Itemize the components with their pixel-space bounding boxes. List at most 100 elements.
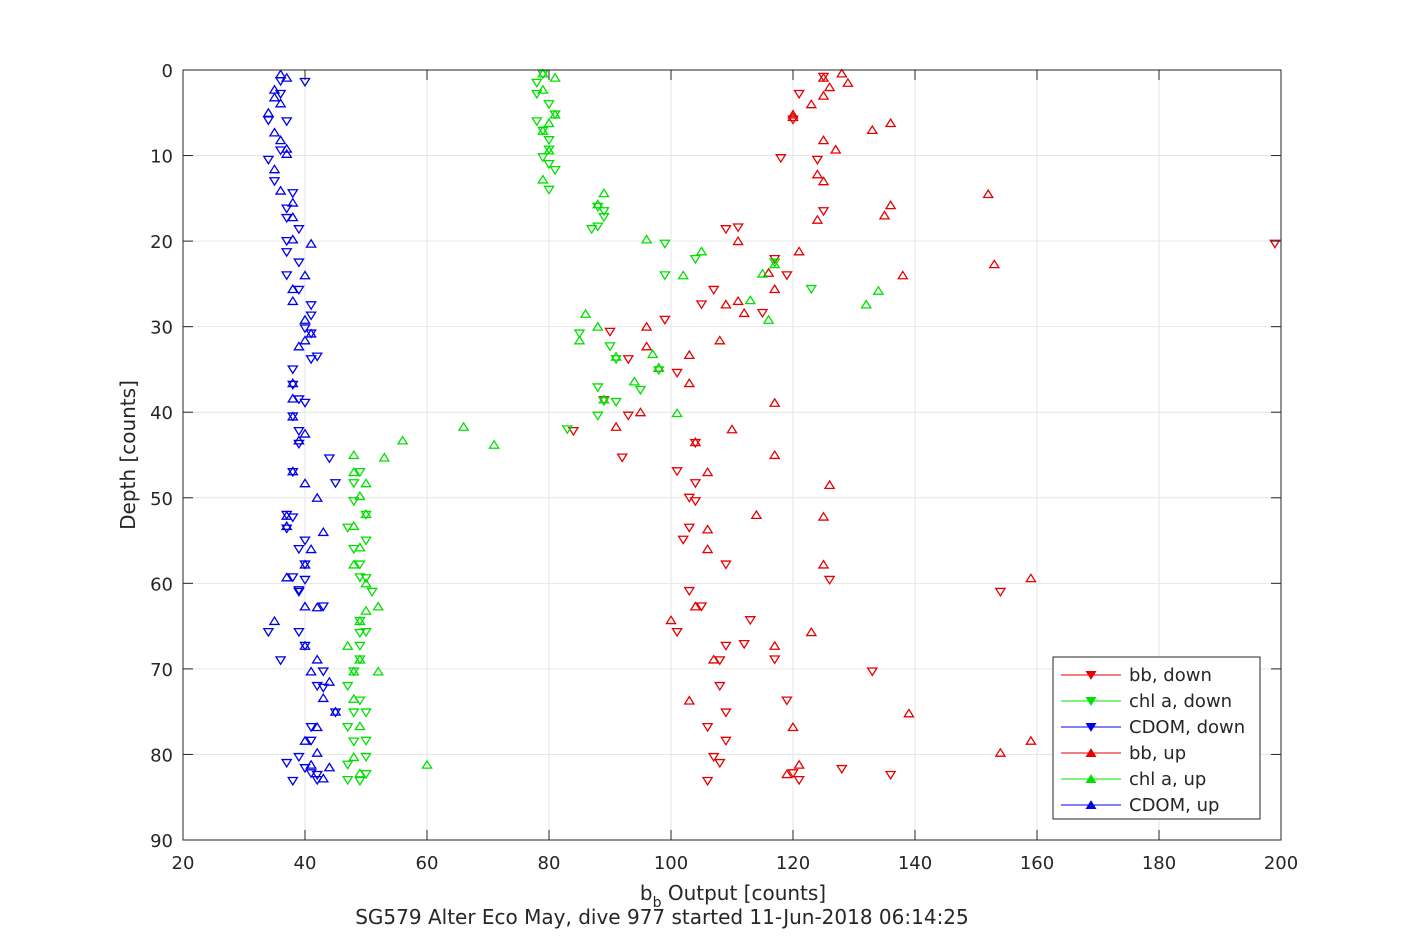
data-point xyxy=(262,628,275,638)
y-tick-label: 10 xyxy=(150,147,173,168)
data-point xyxy=(262,155,275,165)
data-point xyxy=(360,510,372,521)
data-point xyxy=(274,89,287,100)
data-point xyxy=(268,177,281,187)
data-point xyxy=(793,246,805,256)
data-point xyxy=(592,383,604,393)
data-point xyxy=(573,335,586,345)
data-point xyxy=(683,377,696,388)
legend: bb, down chl a, down CDOM, down bb, up chl a… xyxy=(1052,656,1261,820)
data-point xyxy=(689,437,702,447)
data-point xyxy=(695,246,708,256)
legend-label: CDOM, down xyxy=(1129,717,1245,738)
y-tick-label: 40 xyxy=(150,403,173,424)
data-point xyxy=(707,752,720,763)
data-point xyxy=(305,736,317,746)
data-point xyxy=(366,587,378,598)
data-point xyxy=(610,397,622,408)
data-point xyxy=(354,654,366,664)
data-point xyxy=(598,396,610,407)
data-point xyxy=(317,526,330,537)
data-point xyxy=(793,89,805,100)
data-point xyxy=(299,270,311,280)
data-point xyxy=(768,449,781,460)
data-point xyxy=(293,341,305,351)
data-point xyxy=(677,270,689,280)
legend-marker xyxy=(1085,774,1097,783)
data-point xyxy=(348,737,360,747)
data-point xyxy=(787,115,799,125)
x-tick-label: 180 xyxy=(1142,853,1176,874)
data-point xyxy=(756,268,769,278)
data-point xyxy=(280,758,293,769)
data-point xyxy=(348,479,360,489)
data-point xyxy=(348,666,360,676)
data-point xyxy=(866,124,879,134)
data-point xyxy=(354,776,366,787)
data-point xyxy=(305,311,317,321)
data-point xyxy=(360,508,372,519)
data-point xyxy=(293,628,305,638)
data-point xyxy=(579,308,592,318)
data-point xyxy=(701,524,714,534)
data-point xyxy=(348,559,360,569)
data-point xyxy=(360,478,372,488)
x-tick-label: 160 xyxy=(1020,853,1054,874)
data-point xyxy=(354,641,366,651)
series-chl-a-up xyxy=(341,68,885,778)
data-point xyxy=(348,466,360,477)
y-tick-label: 50 xyxy=(150,489,173,510)
data-point xyxy=(299,335,311,345)
data-point xyxy=(543,100,555,110)
data-point xyxy=(268,127,281,137)
data-point xyxy=(287,365,299,375)
data-point xyxy=(280,148,293,158)
data-point xyxy=(293,752,305,763)
data-point xyxy=(762,314,775,324)
data-point xyxy=(287,380,299,390)
data-point xyxy=(829,144,842,154)
data-point xyxy=(720,560,732,570)
x-tick-label: 80 xyxy=(538,853,561,874)
data-point xyxy=(360,752,372,763)
data-point xyxy=(878,210,891,220)
data-point xyxy=(714,681,726,692)
y-tick-label: 90 xyxy=(150,831,173,852)
data-point xyxy=(689,479,702,489)
data-point xyxy=(768,258,781,268)
data-point xyxy=(299,559,311,569)
data-point xyxy=(287,189,299,199)
data-point xyxy=(817,72,830,82)
x-tick-label: 20 xyxy=(172,853,195,874)
data-point xyxy=(817,207,830,217)
data-point xyxy=(720,708,732,718)
data-point xyxy=(537,70,549,80)
legend-marker xyxy=(1085,697,1097,706)
data-point xyxy=(317,602,330,612)
chart-title: SG579 Alter Eco May, dive 977 started 11… xyxy=(355,905,969,929)
legend-label: bb, down xyxy=(1129,665,1212,686)
data-point xyxy=(549,165,561,176)
data-point xyxy=(823,479,836,490)
data-point xyxy=(598,207,610,217)
data-point xyxy=(653,366,665,376)
data-point xyxy=(659,315,671,325)
data-point xyxy=(537,68,549,78)
data-point xyxy=(640,234,653,244)
data-point xyxy=(268,164,281,174)
x-tick-label: 200 xyxy=(1264,853,1298,874)
data-point xyxy=(354,468,366,478)
data-point xyxy=(311,770,323,781)
data-point xyxy=(610,351,622,361)
data-point xyxy=(622,411,635,421)
data-point xyxy=(811,155,824,165)
data-point xyxy=(354,542,366,552)
data-point xyxy=(287,466,299,476)
data-point xyxy=(329,479,342,489)
data-point xyxy=(305,238,317,248)
data-point xyxy=(738,307,750,318)
data-point xyxy=(982,188,994,199)
data-point xyxy=(622,355,635,365)
data-point xyxy=(317,692,330,703)
data-point xyxy=(732,223,744,233)
